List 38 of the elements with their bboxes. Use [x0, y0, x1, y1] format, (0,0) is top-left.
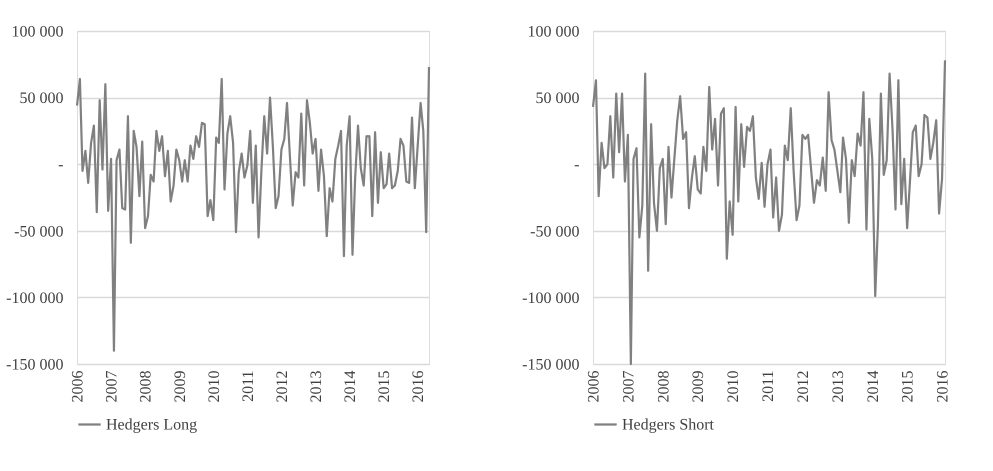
y-tick-label: -100 000 [6, 290, 64, 307]
line-series [76, 66, 430, 352]
x-tick-label: 2007 [104, 370, 121, 402]
x-tick-label: 2010 [725, 370, 742, 402]
y-tick-label: - [58, 156, 64, 174]
y-tick-label: -50 000 [530, 223, 580, 240]
y-tick-label: 100 000 [12, 24, 64, 40]
x-tick-label: 2008 [655, 370, 672, 402]
y-tick-label: -50 000 [14, 223, 64, 240]
legend-label: Hedgers Long [106, 416, 198, 434]
x-tick-label: 2009 [172, 370, 189, 402]
y-tick-label: - [574, 156, 580, 174]
x-tick-label: 2006 [586, 370, 602, 402]
y-tick-label: -100 000 [522, 290, 580, 307]
x-tick-label: 2012 [794, 370, 812, 402]
y-tick-label: 50 000 [20, 90, 64, 108]
x-tick-label: 2015 [376, 370, 394, 402]
x-tick-label: 2010 [206, 370, 223, 402]
y-tick-label: 100 000 [528, 24, 580, 40]
x-tick-label: 2014 [864, 370, 882, 402]
x-tick-label: 2015 [900, 370, 917, 402]
x-tick-label: 2009 [690, 370, 708, 402]
y-tick-label: -150 000 [6, 356, 64, 374]
x-tick-label: 2011 [240, 370, 257, 402]
y-tick-label: -150 000 [522, 356, 580, 374]
x-tick-label: 2012 [274, 370, 291, 402]
x-tick-label: 2014 [342, 370, 360, 402]
x-tick-label: 2007 [620, 370, 638, 402]
x-tick-label: 2013 [308, 370, 326, 402]
x-tick-label: 2016 [410, 370, 428, 402]
x-tick-label: 2008 [138, 370, 155, 402]
line-series [592, 59, 946, 366]
x-tick-label: 2011 [760, 370, 778, 402]
y-tick-label: 50 000 [536, 90, 580, 108]
legend-label: Hedgers Short [622, 416, 715, 434]
x-tick-label: 2006 [70, 370, 86, 402]
x-tick-label: 2013 [830, 370, 847, 402]
x-tick-label: 2016 [934, 370, 952, 402]
